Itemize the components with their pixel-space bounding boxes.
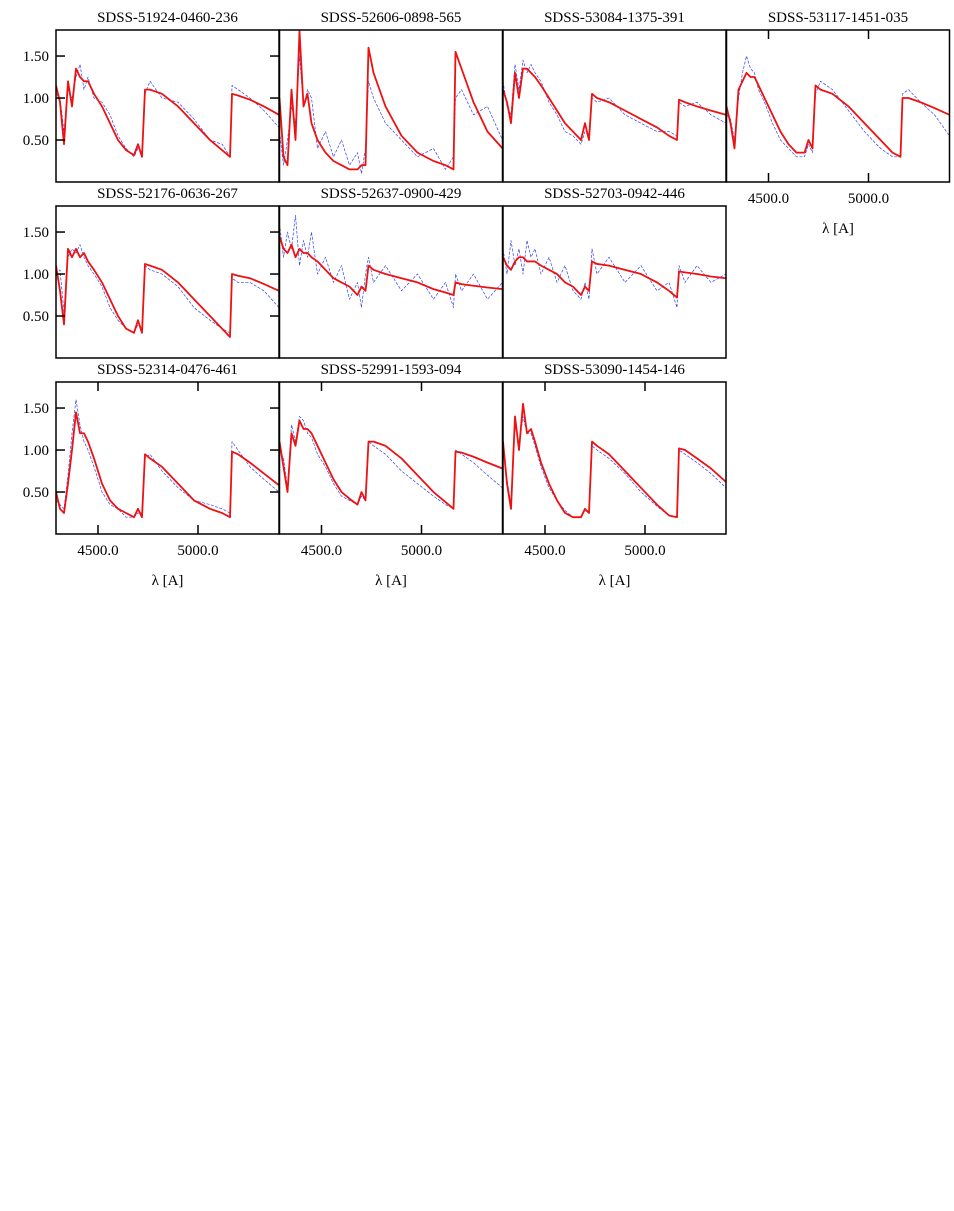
x-tick-label: 5000.0	[177, 543, 218, 559]
spectrum-line	[503, 416, 726, 518]
panel-title: SDSS-52176-0636-267	[97, 186, 238, 202]
panel-title: SDSS-51924-0460-236	[97, 10, 238, 26]
panel-frame	[502, 205, 727, 359]
panel-title: SDSS-53090-1454-146	[544, 362, 685, 378]
plot-area	[279, 416, 503, 510]
spectrum-line	[56, 247, 279, 338]
panel-title: SDSS-52991-1593-094	[321, 362, 462, 378]
panel-frame	[278, 381, 504, 535]
y-tick-label: 1.50	[23, 225, 49, 241]
x-tick-label: 5000.0	[848, 191, 889, 207]
spectrum-line	[56, 67, 279, 158]
plot-area	[56, 244, 279, 338]
spectrum-line	[503, 256, 726, 299]
plot-area	[279, 30, 503, 174]
panel-title: SDSS-52703-0942-446	[544, 186, 685, 202]
y-tick-label: 1.00	[23, 267, 49, 283]
plot-area	[56, 399, 279, 519]
x-axis-label: λ [A]	[822, 221, 854, 237]
x-tick-label: 4500.0	[524, 543, 565, 559]
y-tick-label: 1.00	[23, 91, 49, 107]
panel-frame	[502, 381, 727, 535]
x-axis-label: λ [A]	[375, 573, 407, 589]
x-tick-label: 4500.0	[77, 543, 118, 559]
spectrum-line	[56, 411, 279, 519]
plot-area	[503, 59, 726, 145]
x-axis-label: λ [A]	[599, 573, 631, 589]
panel-title: SDSS-53117-1451-035	[768, 10, 908, 26]
y-tick-label: 0.50	[23, 309, 49, 325]
spectrum-line	[503, 402, 726, 519]
plot-area	[503, 402, 726, 519]
y-tick-label: 1.50	[23, 49, 49, 65]
panel-title: SDSS-52637-0900-429	[321, 186, 462, 202]
panel-frame	[725, 29, 951, 183]
plot-area	[279, 214, 503, 308]
plot-area	[503, 240, 726, 308]
x-tick-label: 4500.0	[301, 543, 342, 559]
x-tick-label: 5000.0	[624, 543, 665, 559]
x-tick-label: 5000.0	[401, 543, 442, 559]
y-tick-label: 1.00	[23, 443, 49, 459]
y-tick-label: 1.50	[23, 401, 49, 417]
spectrum-line	[56, 64, 279, 158]
spectrum-line	[279, 235, 503, 296]
spectrum-line	[279, 419, 503, 510]
panel-title: SDSS-52314-0476-461	[97, 362, 238, 378]
spectrum-line	[279, 214, 503, 308]
panel-frame	[55, 29, 280, 183]
y-tick-label: 0.50	[23, 133, 49, 149]
x-axis-label: λ [A]	[152, 573, 184, 589]
x-tick-label: 4500.0	[748, 191, 789, 207]
panel-frame	[278, 205, 504, 359]
spectrum-line	[503, 59, 726, 145]
plot-area	[56, 64, 279, 158]
spectrum-line	[726, 71, 950, 158]
spectrum-line	[726, 55, 950, 158]
panel-frame	[55, 381, 280, 535]
panel-frame	[55, 205, 280, 359]
spectrum-line	[279, 416, 503, 510]
spectrum-line	[56, 244, 279, 334]
spectrum-line	[279, 30, 503, 171]
y-tick-label: 0.50	[23, 485, 49, 501]
spectrum-line	[503, 67, 726, 141]
panel-title: SDSS-52606-0898-565	[321, 10, 462, 26]
plot-area	[726, 55, 950, 158]
panel-title: SDSS-53084-1375-391	[544, 10, 685, 26]
